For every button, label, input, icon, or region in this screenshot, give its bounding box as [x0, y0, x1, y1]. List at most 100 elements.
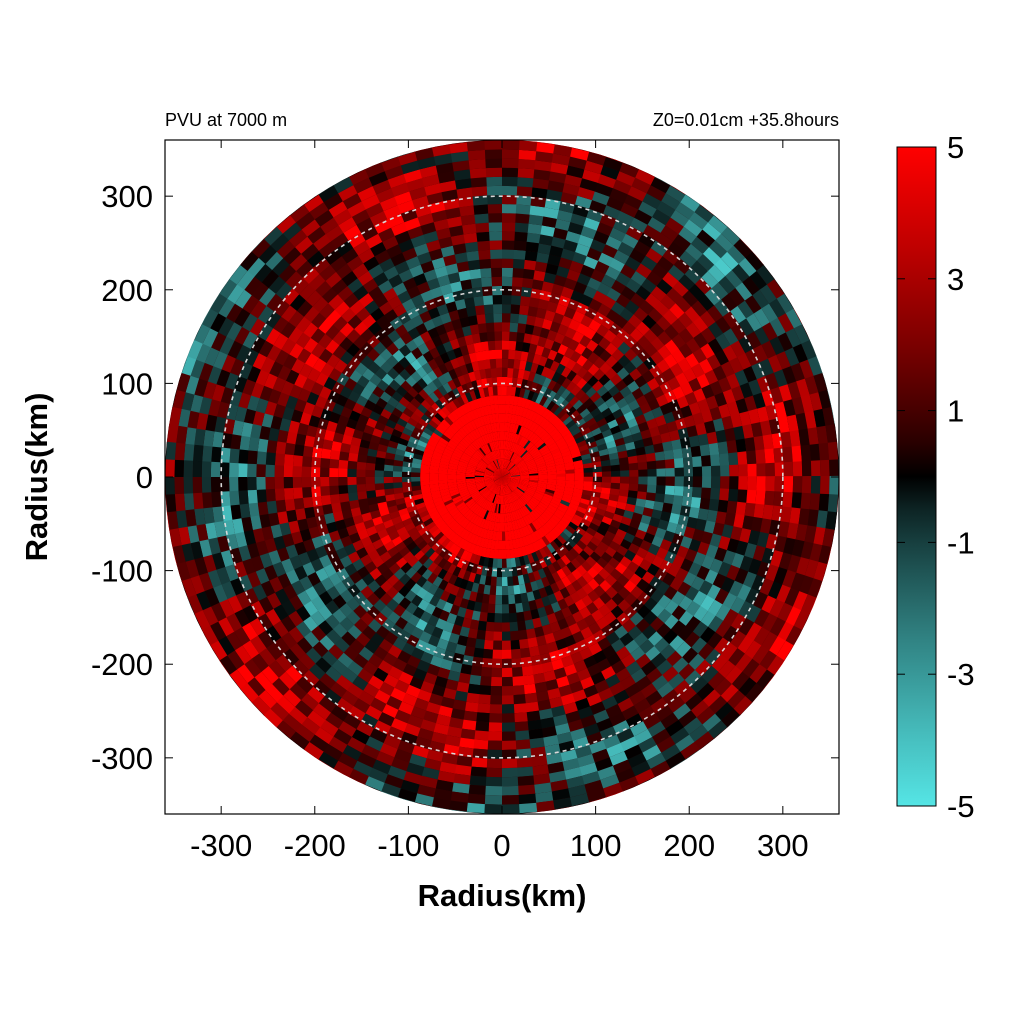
- field-cell: [513, 231, 528, 242]
- field-cell: [644, 292, 661, 308]
- field-cell: [554, 460, 565, 466]
- field-cell: [501, 413, 506, 423]
- field-cell: [497, 495, 501, 505]
- field-cell: [678, 327, 694, 344]
- field-cell: [556, 675, 571, 688]
- field-cell: [569, 534, 580, 544]
- field-cell: [392, 477, 403, 484]
- field-cell: [664, 485, 675, 496]
- field-cell: [448, 400, 458, 411]
- field-cell: [502, 475, 511, 477]
- field-cell: [623, 509, 634, 520]
- field-cell: [571, 204, 590, 218]
- field-cell: [394, 402, 407, 413]
- field-cell: [565, 551, 576, 562]
- field-cell: [442, 371, 453, 383]
- field-cell: [501, 358, 509, 368]
- field-cell: [524, 535, 532, 545]
- field-cell: [486, 466, 495, 473]
- field-cell: [530, 746, 547, 758]
- field-cell: [603, 379, 616, 392]
- field-cell: [492, 649, 503, 659]
- field-cell: [261, 270, 279, 289]
- field-cell: [315, 657, 333, 674]
- field-cell: [624, 441, 636, 451]
- field-cell: [202, 381, 217, 401]
- field-cell: [541, 420, 551, 430]
- field-cell: [434, 412, 445, 423]
- field-cell: [502, 467, 503, 477]
- field-cell: [250, 382, 265, 399]
- field-cell: [629, 690, 647, 706]
- field-cell: [625, 503, 636, 513]
- field-cell: [404, 363, 417, 376]
- field-cell: [151, 403, 164, 424]
- field-cell: [497, 558, 503, 568]
- field-cell: [446, 329, 457, 342]
- field-cell: [550, 236, 566, 249]
- field-cell: [450, 522, 460, 532]
- field-cell: [533, 672, 547, 684]
- field-cell: [482, 528, 488, 539]
- field-cell: [508, 464, 516, 471]
- field-cell: [502, 477, 510, 482]
- field-cell: [493, 472, 502, 477]
- field-cell: [722, 625, 739, 643]
- field-cell: [464, 521, 473, 531]
- field-cell: [198, 362, 214, 383]
- field-cell: [311, 625, 327, 642]
- field-cell: [398, 671, 414, 686]
- field-cell: [352, 514, 364, 526]
- field-cell: [535, 252, 550, 264]
- field-cell: [247, 677, 266, 697]
- field-cell: [520, 475, 530, 477]
- field-cell: [492, 313, 502, 323]
- field-cell: [502, 471, 510, 477]
- field-cell: [774, 461, 785, 477]
- field-cell: [542, 434, 552, 443]
- field-cell: [448, 368, 458, 380]
- field-cell: [547, 504, 558, 512]
- field-cell: [413, 494, 423, 501]
- field-cell: [308, 526, 321, 540]
- colorbar-tick-label: -1: [947, 525, 975, 560]
- field-cell: [482, 519, 489, 529]
- field-cell: [277, 365, 292, 382]
- field-cell: [368, 503, 380, 513]
- field-cell: [705, 394, 719, 410]
- field-cell: [774, 476, 785, 492]
- field-cell: [618, 489, 629, 497]
- field-cell: [484, 478, 494, 481]
- field-cell: [527, 465, 538, 470]
- field-cell: [256, 451, 267, 466]
- field-cell: [417, 689, 433, 703]
- field-cell: [492, 476, 502, 477]
- field-cell: [467, 793, 487, 805]
- field-cell: [800, 491, 811, 510]
- field-cell: [684, 391, 698, 406]
- field-cell: [487, 740, 503, 750]
- field-cell: [535, 489, 545, 496]
- field-cell: [611, 580, 625, 593]
- field-cell: [459, 528, 468, 539]
- field-cell: [744, 294, 762, 314]
- field-cell: [454, 447, 464, 455]
- field-cell: [257, 613, 274, 632]
- field-cell: [466, 465, 476, 470]
- field-cell: [506, 460, 512, 470]
- field-cell: [601, 407, 613, 418]
- field-cell: [590, 455, 601, 463]
- field-cell: [520, 477, 530, 480]
- field-cell: [386, 174, 407, 189]
- field-cell: [567, 221, 584, 235]
- field-cell: [588, 522, 600, 532]
- field-cell: [547, 761, 566, 774]
- field-cell: [638, 705, 657, 722]
- field-cell: [436, 714, 452, 727]
- field-cell: [510, 468, 519, 474]
- field-cell: [449, 151, 469, 163]
- field-cell: [234, 609, 251, 628]
- field-cell: [527, 463, 537, 469]
- field-cell: [440, 245, 455, 258]
- field-cell: [420, 651, 435, 665]
